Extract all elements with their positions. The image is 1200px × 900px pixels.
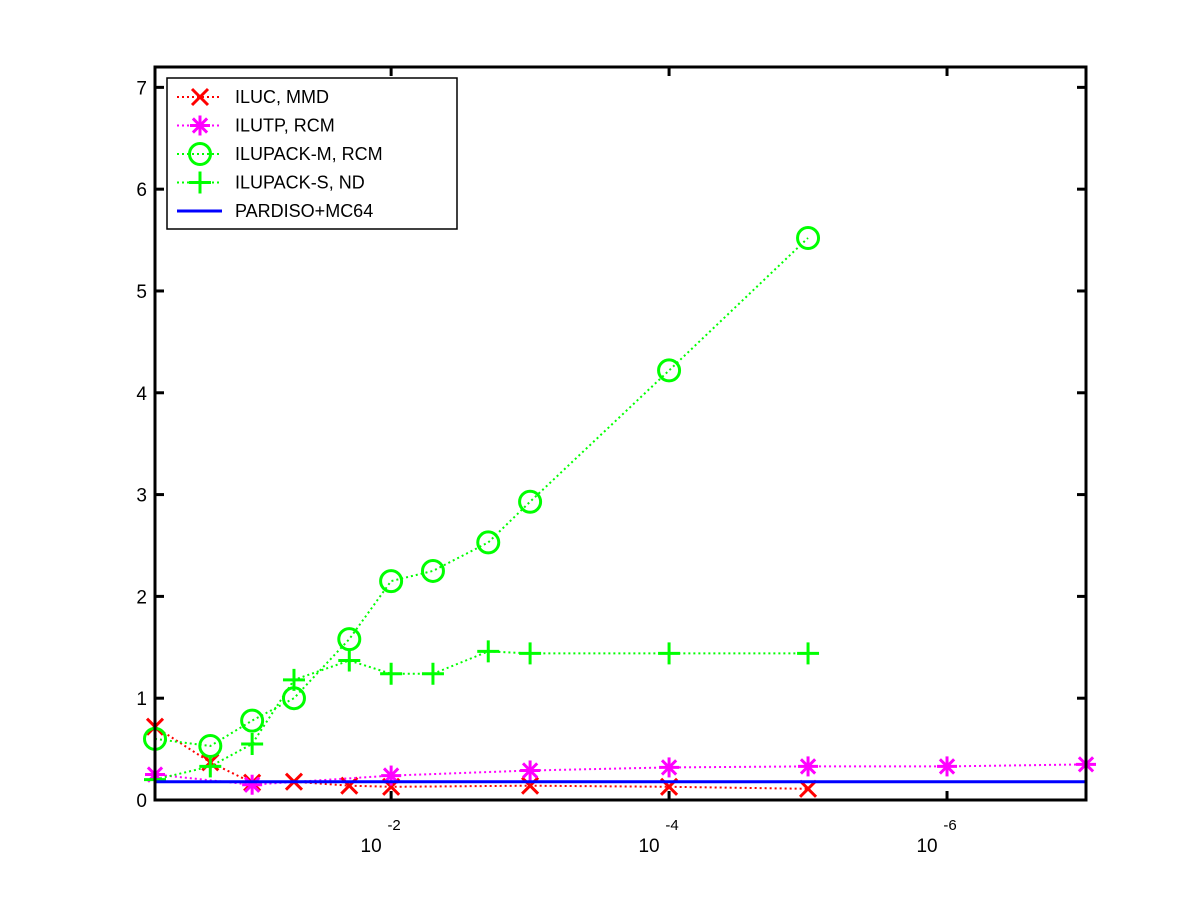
y-tick-label-2: 2 [136,587,147,608]
y-tick-label-7: 7 [136,78,147,99]
x-tick-label-base--4: 10 [638,836,659,857]
data-point-ilupack-s-nd-4 [338,649,361,672]
data-point-ilupack-s-nd-5 [380,662,403,685]
data-point-ilupack-m-rcm-2 [240,708,265,733]
legend-marker-ilupack-m-rcm [188,142,212,166]
legend-marker-iluc-mmd [190,87,210,107]
data-point-ilupack-m-rcm-10 [796,226,821,251]
data-point-ilupack-m-rcm-9 [657,358,682,383]
legend-label-ilutp-rcm: ILUTP, RCM [235,116,335,136]
data-point-ilupack-m-rcm-6 [420,558,445,583]
data-point-ilupack-s-nd-3 [282,668,305,691]
legend-entry-ilupack-s-nd: ILUPACK-S, ND [177,171,365,194]
legend-label-pardiso-mc64: PARDISO+MC64 [235,201,373,221]
x-tick-label-exponent--2: -2 [387,817,400,834]
series-layer [143,226,1096,798]
legend-entry-iluc-mmd: ILUC, MMD [177,87,329,107]
data-point-ilupack-m-rcm-8 [518,489,543,514]
y-tick-label-0: 0 [136,791,147,812]
legend-label-iluc-mmd: ILUC, MMD [235,87,329,107]
y-tick-label-1: 1 [136,689,147,710]
data-point-ilupack-s-nd-1 [199,755,222,778]
legend-label-ilupack-s-nd: ILUPACK-S, ND [235,173,365,193]
legend-label-ilupack-m-rcm: ILUPACK-M, RCM [235,144,383,164]
axes-frame [153,65,1088,802]
legend-entry-pardiso-mc64: PARDISO+MC64 [177,201,373,221]
data-point-ilutp-rcm-3 [520,760,541,781]
y-tick-label-4: 4 [136,384,147,405]
data-point-iluc-mmd-8 [798,779,818,798]
data-point-ilupack-m-rcm-7 [476,530,501,555]
data-point-ilutp-rcm-5 [798,756,819,777]
data-point-ilutp-rcm-6 [937,756,958,777]
x-tick-label-exponent--4: -4 [665,817,678,834]
data-point-ilupack-s-nd-10 [797,642,820,665]
data-point-ilupack-m-rcm-5 [379,569,404,594]
data-point-ilutp-rcm-1 [242,774,263,795]
data-point-ilupack-s-nd-7 [477,640,500,663]
legend-entry-ilupack-m-rcm: ILUPACK-M, RCM [177,142,383,166]
axes-layer: 0 1 2 3 4 5 6 7 10 -2 10 -4 10 -6 [136,65,1088,857]
data-point-ilutp-rcm-4 [659,757,680,778]
data-point-ilupack-s-nd-9 [658,642,681,665]
legend: ILUC, MMD ILUTP, RCM ILUPACK-M, RCM ILUPACK… [166,77,458,230]
legend-marker-ilutp-rcm [190,115,210,136]
y-tick-label-5: 5 [136,282,147,303]
legend-box [166,77,458,230]
y-tick-label-6: 6 [136,180,147,201]
x-tick-label-exponent--6: -6 [943,817,956,834]
data-point-ilupack-s-nd-2 [241,733,264,756]
legend-entry-ilutp-rcm: ILUTP, RCM [177,115,335,136]
data-point-ilupack-s-nd-6 [421,662,444,685]
x-tick-label-base--6: 10 [916,836,937,857]
data-point-ilupack-s-nd-8 [519,642,542,665]
series-line-iluc-mmd [154,725,809,790]
y-tick-label-3: 3 [136,486,147,507]
x-tick-label-base--2: 10 [361,836,382,857]
legend-marker-ilupack-s-nd [189,171,211,194]
